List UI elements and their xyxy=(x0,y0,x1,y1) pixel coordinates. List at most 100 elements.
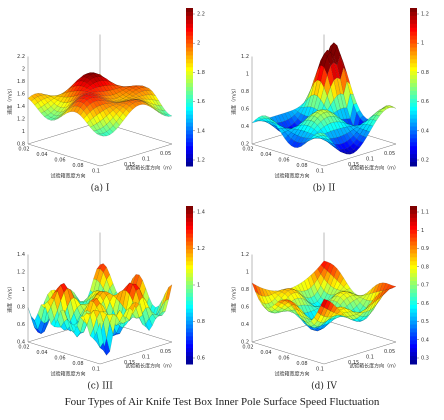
colorbar-segment xyxy=(410,146,417,151)
colorbar-segment xyxy=(186,130,193,135)
colorbar-segment xyxy=(410,281,417,286)
colorbar-segment xyxy=(410,229,417,235)
colorbar-tick-label: 0.4 xyxy=(421,337,429,343)
colorbar-tick-label: 1.8 xyxy=(197,70,205,76)
length-tick-label: 0.15 xyxy=(124,360,135,366)
z-tick-label: 1.4 xyxy=(17,252,25,258)
colorbar-tick-label: 1.4 xyxy=(197,128,205,134)
length-tick-label: 0.05 xyxy=(384,349,395,355)
colorbar-segment xyxy=(186,94,193,100)
colorbar-segment xyxy=(186,35,193,41)
colorbar-segment xyxy=(186,229,193,235)
colorbar-segment xyxy=(186,114,193,120)
colorbar-segment xyxy=(186,312,193,318)
colorbar-segment xyxy=(186,245,193,250)
colorbar-segment xyxy=(186,273,193,278)
axis-line xyxy=(27,143,101,167)
colorbar-segment xyxy=(410,257,417,262)
length-axis-label: 试验箱长度方向（m） xyxy=(125,165,175,172)
colorbar-segment xyxy=(186,154,193,159)
colorbar-segment xyxy=(186,285,193,290)
colorbar-segment xyxy=(410,336,417,341)
colorbar-segment xyxy=(186,356,193,361)
colorbar-segment xyxy=(186,31,193,37)
colorbar-segment xyxy=(186,209,193,215)
z-tick-label: 0.8 xyxy=(241,287,249,293)
colorbar-segment xyxy=(186,43,193,48)
colorbar-tick-label: 1.4 xyxy=(197,210,205,216)
colorbar-segment xyxy=(410,261,417,266)
width-tick-label: 0.06 xyxy=(54,158,65,164)
colorbar-segment xyxy=(410,158,417,163)
colorbar-tick-label: 0.6 xyxy=(197,356,205,362)
colorbar-segment xyxy=(186,253,193,258)
colorbar-segment xyxy=(410,102,417,108)
colorbar-segment xyxy=(410,209,417,215)
colorbar-tick-label: 1.6 xyxy=(197,99,205,105)
colorbar-segment xyxy=(186,63,193,68)
colorbar-segment xyxy=(186,122,193,127)
length-tick-label: 0.05 xyxy=(160,151,171,157)
colorbar-tick-label: 0.5 xyxy=(421,319,429,325)
colorbar-segment xyxy=(410,340,417,345)
colorbar-segment xyxy=(410,308,417,314)
colorbar-segment xyxy=(410,67,417,72)
z-tick-label: 1.2 xyxy=(241,54,249,60)
colorbar-tick-label: 1.2 xyxy=(197,246,205,252)
colorbar-segment xyxy=(410,285,417,290)
colorbar-segment xyxy=(186,102,193,108)
z-tick-label: 1.8 xyxy=(17,79,25,85)
colorbar-segment xyxy=(410,332,417,337)
colorbar-segment xyxy=(410,217,417,223)
colorbar-segment xyxy=(186,15,193,21)
colorbar-segment xyxy=(186,324,193,329)
colorbar-segment xyxy=(410,63,417,68)
z-tick-label: 0.8 xyxy=(17,142,25,148)
colorbar-segment xyxy=(186,106,193,112)
colorbar-segment xyxy=(410,150,417,155)
length-tick-label: 0.1 xyxy=(142,355,150,361)
axis-line xyxy=(251,143,325,167)
surface-patch xyxy=(96,322,104,349)
width-tick-label: 0.08 xyxy=(296,361,307,367)
colorbar-segment xyxy=(410,273,417,278)
z-tick-label: 0.2 xyxy=(241,340,249,346)
colorbar-tick-label: 0.7 xyxy=(421,283,429,289)
surface-plot: 1.2 1 0.8 0.6 0.4 0.2 速度（m/s） 0.1 0.08 0.06 0.04 0.… xyxy=(231,206,429,392)
axis-line xyxy=(251,341,325,365)
colorbar-segment xyxy=(410,59,417,64)
z-tick-label: 1.4 xyxy=(17,104,25,110)
colorbar-segment xyxy=(186,23,193,29)
colorbar-segment xyxy=(186,348,193,353)
width-tick-label: 0.02 xyxy=(242,147,253,153)
width-tick-label: 0.1 xyxy=(316,367,324,373)
colorbar-segment xyxy=(186,269,193,274)
z-axis-label: 速度（m/s） xyxy=(7,284,14,313)
width-tick-label: 0.04 xyxy=(260,152,271,158)
colorbar-segment xyxy=(410,90,417,96)
z-axis-label: 速度（m/s） xyxy=(231,86,238,115)
z-tick-label: 1 xyxy=(246,72,249,78)
z-tick-label: 1.2 xyxy=(17,270,25,276)
axis-line xyxy=(323,143,397,167)
colorbar-segment xyxy=(410,138,417,143)
colorbar-segment xyxy=(186,233,193,239)
colorbar-tick-label: 0.6 xyxy=(421,99,429,105)
width-tick-label: 0.02 xyxy=(18,345,29,351)
colorbar-segment xyxy=(186,296,193,302)
colorbar-segment xyxy=(186,146,193,151)
colorbar-tick-label: 2.2 xyxy=(197,12,205,18)
length-axis-label: 试验箱长度方向（m） xyxy=(125,363,175,370)
width-axis-label: 试验箱宽度方向 xyxy=(274,173,309,180)
z-tick-label: 0.6 xyxy=(241,107,249,113)
colorbar-segment xyxy=(410,348,417,353)
colorbar-segment xyxy=(186,288,193,294)
width-axis-label: 试验箱宽度方向 xyxy=(50,371,85,378)
colorbar-segment xyxy=(186,257,193,262)
width-tick-label: 0.06 xyxy=(278,356,289,362)
z-tick-label: 1 xyxy=(246,270,249,276)
length-tick-label: 0.1 xyxy=(366,157,374,163)
caption: Four Types of Air Knife Test Box Inner P… xyxy=(64,396,380,408)
panel-a: 2.2 2 1.8 1.6 1.4 1.2 1 0.8 速度（m/s） 0.1 0.08 0.06 0.… xyxy=(0,0,216,196)
